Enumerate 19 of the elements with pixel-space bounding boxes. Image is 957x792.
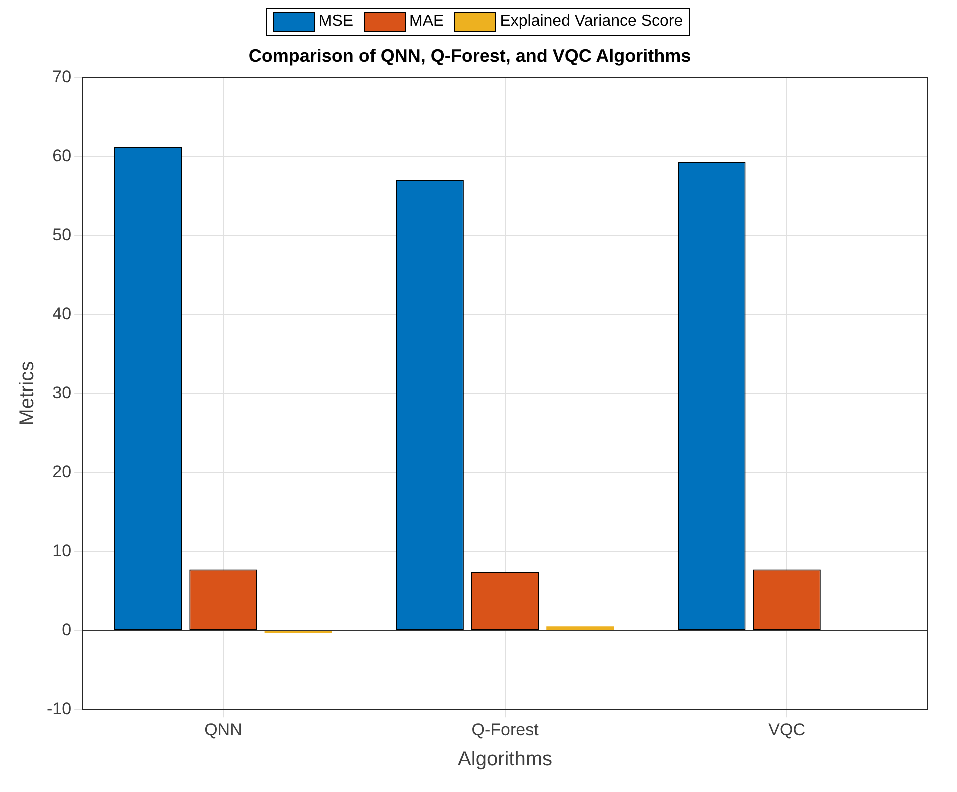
x-tick-label: QNN	[204, 720, 242, 740]
y-tick-label: -10	[46, 699, 72, 718]
legend-label: MAE	[410, 13, 444, 31]
legend-label: Explained Variance Score	[500, 13, 684, 31]
bar	[546, 626, 614, 630]
x-tick-label: VQC	[768, 720, 806, 740]
x-axis-title: Algorithms	[458, 748, 553, 771]
y-tick-label: 0	[62, 620, 72, 640]
y-tick-label: 20	[52, 462, 72, 482]
legend-label: MSE	[318, 13, 354, 31]
y-tick-label: 50	[52, 225, 72, 244]
y-tick-label: 30	[52, 383, 72, 402]
y-tick-label: 70	[52, 67, 72, 86]
chart-title: Comparison of QNN, Q-Forest, and VQC Algorithms	[248, 46, 692, 66]
y-tick-label: 40	[52, 304, 72, 324]
y-tick-label: 10	[52, 541, 72, 560]
y-tick-label: 60	[52, 146, 72, 166]
y-axis-title: Metrics	[16, 361, 39, 426]
x-tick-label: Q-Forest	[472, 720, 540, 740]
